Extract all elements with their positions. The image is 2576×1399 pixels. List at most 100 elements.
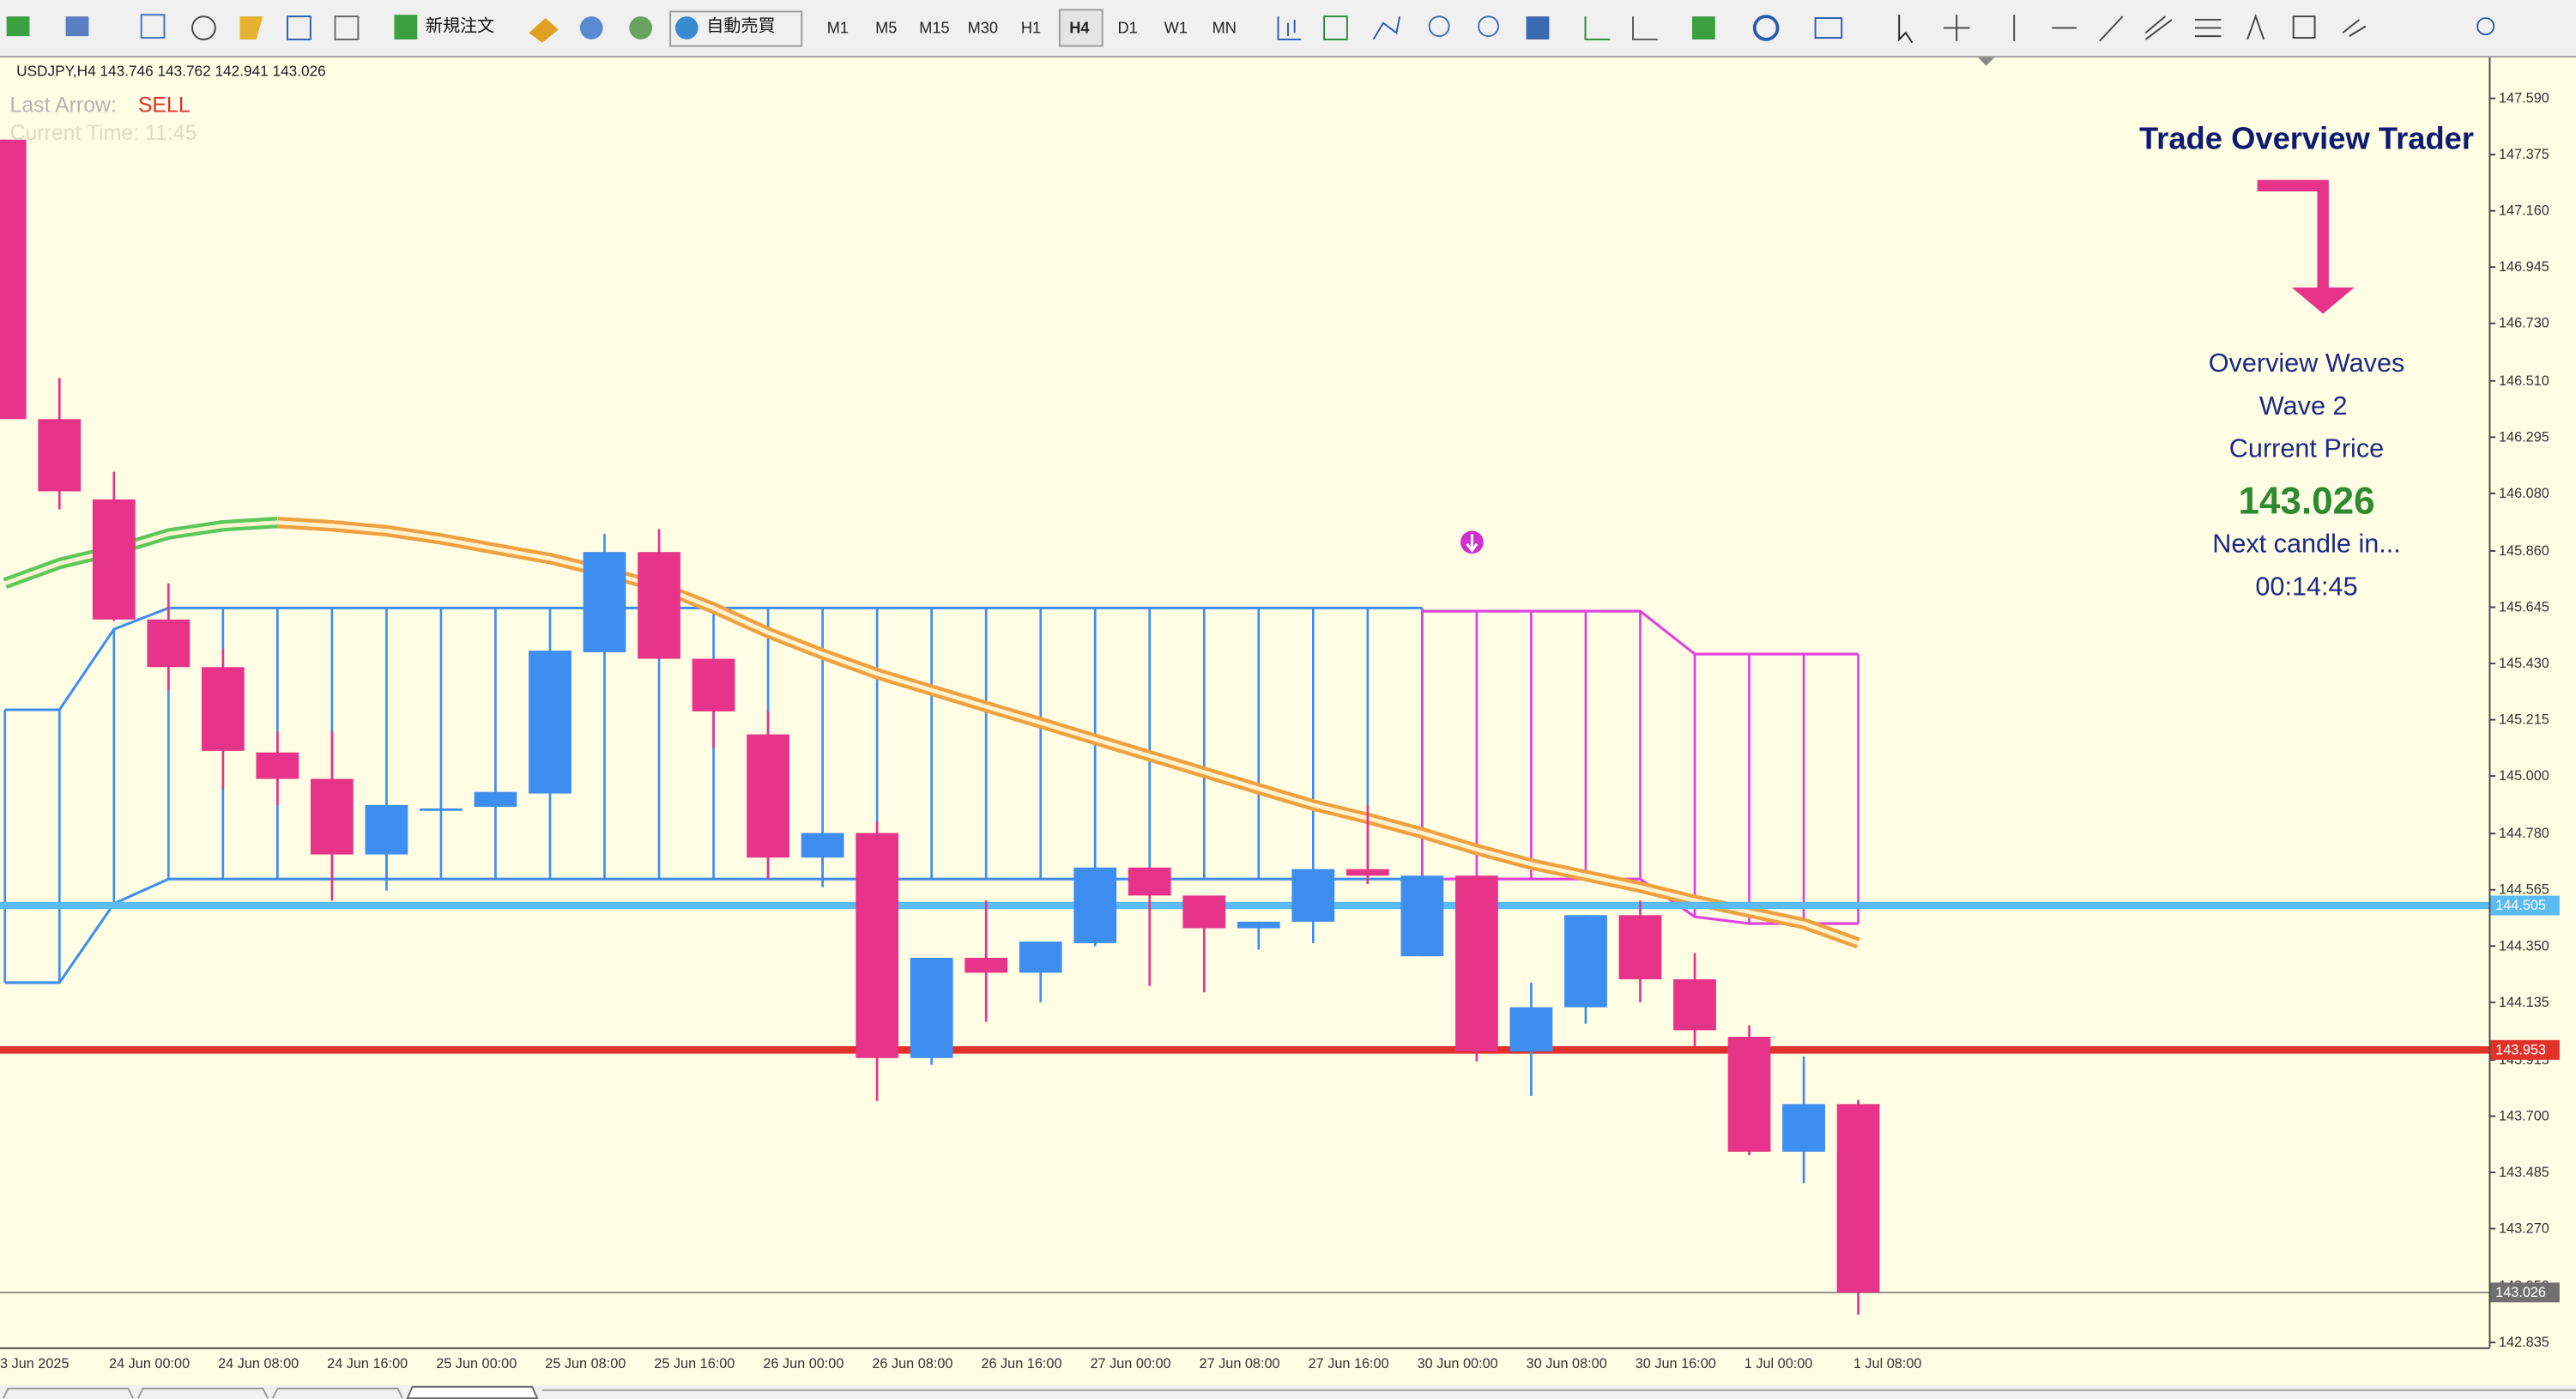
icon-indicators[interactable] [1691,16,1715,39]
icon-arrows[interactable] [2342,19,2367,37]
price-label-box [2490,895,2560,916]
icon-text[interactable] [2246,14,2265,40]
panel-wave: Wave 2 [2259,391,2348,421]
icon-zoom-in[interactable] [1428,15,1450,38]
candle-body [1836,1104,1880,1293]
candle-body [692,658,735,712]
y-tick-label: 145.860 [2499,543,2549,559]
timeframe-button[interactable]: D1 [1118,20,1138,37]
active-chart-tab[interactable] [406,1385,539,1399]
icon-fibo[interactable] [2194,19,2222,38]
icon-signals[interactable] [579,16,603,39]
icon-bar-chart[interactable] [1277,16,1302,40]
timeframe-button[interactable]: H4 [1069,20,1090,37]
x-tick-label: 1 Jul 08:00 [1853,1356,1922,1372]
axes: 147.590 147.375 147.160 146.945 146.730 146.5… [0,91,2560,1372]
y-tick-label: 147.590 [2499,91,2549,106]
zone-lower [4,877,1423,984]
icon-metaeditor[interactable] [529,18,559,43]
y-tick-label: 144.135 [2499,995,2549,1010]
candle-body [1509,1007,1553,1052]
icon-cursor[interactable] [1898,15,1914,44]
icon-search[interactable] [2476,17,2495,36]
icon-autotrade[interactable] [674,16,698,39]
icon-tile[interactable] [1526,16,1550,39]
icon-chart-shift[interactable] [1632,16,1658,40]
y-tick-label: 144.565 [2499,882,2549,898]
candle-body [856,833,899,1058]
icon-market-watch[interactable] [140,14,166,39]
candle-body [1182,895,1226,929]
icon-new-chart[interactable] [6,16,30,37]
icon-navigator[interactable] [239,16,263,39]
panel-price-label: Current Price [2229,434,2384,463]
icon-zoom-out[interactable] [1478,15,1500,38]
icon-terminal[interactable] [287,15,311,40]
ma-band-inner [277,520,1859,946]
candle-body [201,667,245,751]
candle-body [1237,921,1280,929]
panel-arrow-stem [2257,179,2329,288]
candle-body [638,552,680,659]
price-label-box [2490,1282,2560,1303]
y-tick-label: 146.080 [2499,486,2549,501]
icon-label[interactable] [2292,15,2316,39]
icon-templates[interactable] [1814,17,1843,39]
candle-body [910,957,953,1058]
timeframe-button[interactable]: MN [1212,20,1237,37]
x-tick-label: 24 Jun 16:00 [327,1356,408,1372]
candle-body [1455,875,1498,1052]
icon-trendline[interactable] [2099,15,2124,42]
candle-body [964,957,1008,973]
candle-body [256,752,299,779]
active-timeframe-frame [1058,9,1104,47]
timeframe-button[interactable]: M30 [968,20,998,37]
new-order-button[interactable]: 新規注文 [426,16,494,36]
x-tick-label: 27 Jun 08:00 [1200,1356,1280,1372]
y-tick-label: 143.270 [2499,1220,2549,1236]
candle-body [92,499,136,620]
icon-data-window[interactable] [191,15,216,40]
candle-body [583,552,626,652]
icon-autoscroll[interactable] [1584,16,1611,40]
timeframe-button[interactable]: H1 [1021,20,1041,37]
autotrade-button[interactable]: 自動売買 [706,16,775,36]
icon-tester[interactable] [334,15,360,40]
candle-body [420,808,463,811]
timeframe-button[interactable]: M5 [875,20,897,37]
chart-tabs[interactable] [2,1387,403,1399]
x-tick-label: 30 Jun 08:00 [1527,1356,1607,1372]
panel-countdown: 00:14:45 [2255,572,2357,601]
timeframe-button[interactable]: W1 [1164,20,1188,37]
icon-crosshair[interactable] [1943,15,1970,41]
x-tick-label: 1 Jul 00:00 [1745,1356,1813,1372]
timeframe-button[interactable]: M15 [919,20,949,37]
icon-channel[interactable] [2144,15,2173,40]
candle-body [747,734,789,858]
icon-candles[interactable] [1323,15,1348,40]
y-tick-label: 145.000 [2499,768,2549,784]
candle-body [365,804,408,855]
x-tick-label: 25 Jun 08:00 [545,1356,626,1372]
candle-body [1673,978,1716,1031]
x-tick-label: 25 Jun 16:00 [654,1356,735,1372]
candle-body [1019,942,1062,973]
y-tick-label: 144.350 [2499,938,2549,954]
y-tick-label: 146.730 [2499,316,2549,331]
y-tick-label: 145.430 [2499,656,2549,671]
icon-periods[interactable] [1752,15,1780,41]
x-tick-label: 26 Jun 16:00 [981,1356,1061,1372]
icon-new-order[interactable] [394,15,418,39]
icon-market[interactable] [629,16,653,39]
candle-body [1073,867,1117,943]
panel-next-label: Next candle in... [2212,530,2401,559]
timeframe-button[interactable]: M1 [827,20,849,37]
icon-profiles[interactable] [65,16,89,37]
panel-price: 143.026 [2238,480,2374,522]
icon-line-chart[interactable] [1372,15,1401,40]
timeframe-bar: M1 M5 M15 M30 H1 H4 D1 W1 MN [827,20,1237,37]
y-tick-label: 147.160 [2499,203,2549,219]
sell-arrow-glyph [1466,534,1478,553]
price-label: 144.505 [2495,898,2546,913]
candle-body [801,833,844,858]
